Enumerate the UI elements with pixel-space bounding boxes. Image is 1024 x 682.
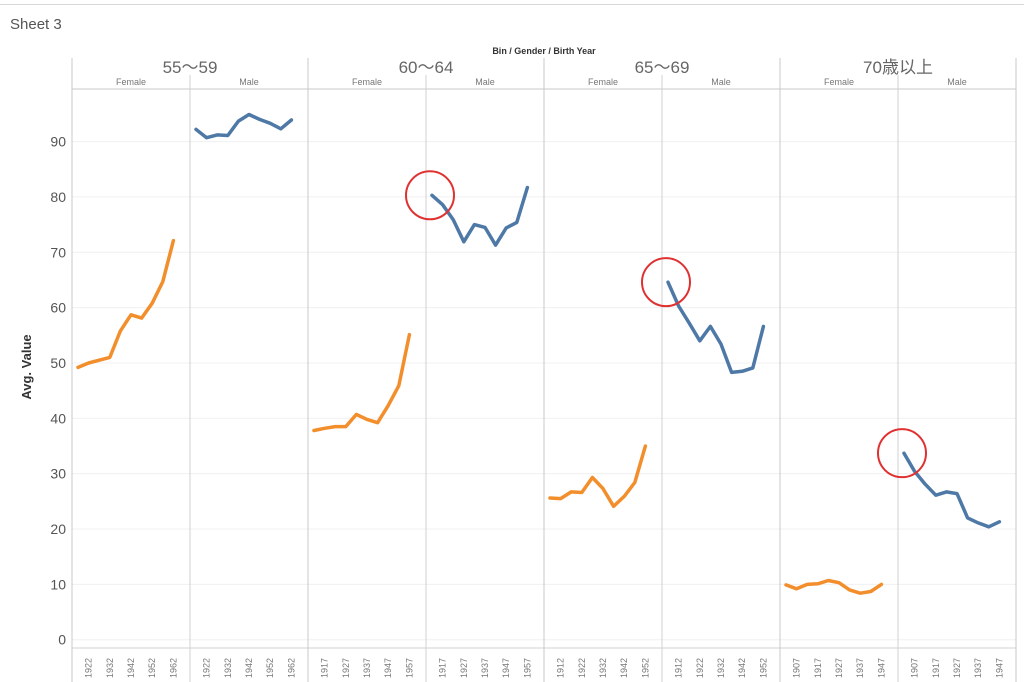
gender-label: Female [588, 77, 618, 87]
x-tick-label: 1937 [855, 658, 865, 678]
x-tick-label: 1947 [501, 658, 511, 678]
x-tick-label: 1917 [931, 658, 941, 678]
gender-label: Female [116, 77, 146, 87]
x-tick-label: 1937 [973, 658, 983, 678]
y-tick-label: 40 [50, 410, 66, 426]
x-tick-label: 1942 [737, 658, 747, 678]
series-line-female[interactable] [784, 578, 884, 595]
bin-label: 65〜69 [635, 58, 690, 77]
y-tick-label: 60 [50, 300, 66, 316]
y-tick-label: 30 [50, 466, 66, 482]
x-tick-label: 1917 [320, 658, 330, 678]
header-title: Bin / Gender / Birth Year [492, 46, 596, 56]
x-tick-label: 1927 [834, 658, 844, 678]
y-tick-label: 10 [50, 576, 66, 592]
x-tick-label: 1912 [556, 658, 566, 678]
x-tick-label: 1927 [341, 658, 351, 678]
x-tick-label: 1957 [404, 658, 414, 678]
series-line-male[interactable] [902, 451, 1002, 529]
y-tick-label: 0 [58, 632, 66, 648]
highlight-circle [641, 257, 691, 308]
x-tick-label: 1942 [244, 658, 254, 678]
x-tick-label: 1932 [105, 658, 115, 678]
gender-label: Female [352, 77, 382, 87]
x-tick-label: 1937 [480, 658, 490, 678]
x-tick-label: 1952 [640, 658, 650, 678]
gender-label: Male [239, 77, 259, 87]
gender-label: Female [824, 77, 854, 87]
x-tick-label: 1922 [202, 658, 212, 678]
x-tick-label: 1922 [695, 658, 705, 678]
x-tick-label: 1927 [952, 658, 962, 678]
x-tick-label: 1962 [286, 658, 296, 678]
highlight-circle [405, 170, 455, 221]
bin-label: 55〜59 [163, 58, 218, 77]
bin-label: 60〜64 [399, 58, 454, 77]
x-tick-label: 1932 [716, 658, 726, 678]
sheet-title: Sheet 3 [10, 16, 62, 33]
y-tick-label: 20 [50, 521, 66, 537]
x-tick-label: 1932 [223, 658, 233, 678]
y-tick-label: 80 [50, 189, 66, 205]
gender-label: Male [711, 77, 731, 87]
y-tick-label: 50 [50, 355, 66, 371]
y-tick-label: 70 [50, 244, 66, 260]
series-line-male[interactable] [666, 280, 766, 375]
top-rule [0, 4, 1024, 5]
series-line-male[interactable] [194, 112, 294, 140]
x-tick-label: 1922 [577, 658, 587, 678]
x-tick-label: 1952 [265, 658, 275, 678]
x-tick-label: 1937 [362, 658, 372, 678]
x-tick-label: 1947 [876, 658, 886, 678]
y-tick-label: 90 [50, 134, 66, 150]
x-tick-label: 1927 [459, 658, 469, 678]
series-line-female[interactable] [548, 444, 648, 509]
x-tick-label: 1952 [758, 658, 768, 678]
highlight-circle [877, 428, 927, 479]
series-line-female[interactable] [312, 332, 412, 433]
gender-label: Male [475, 77, 495, 87]
x-tick-label: 1907 [910, 658, 920, 678]
y-axis-label: Avg. Value [19, 334, 34, 399]
x-tick-label: 1912 [674, 658, 684, 678]
x-tick-label: 1932 [598, 658, 608, 678]
x-tick-label: 1957 [522, 658, 532, 678]
plot-area: 0 10 20 30 40 50 60 70 80 90 55〜59 Female 1922 1932 19… [50, 58, 1017, 682]
x-tick-label: 1922 [84, 658, 94, 678]
x-tick-label: 1917 [438, 658, 448, 678]
bin-label: 70歳以上 [863, 58, 933, 77]
series-line-female[interactable] [76, 238, 176, 370]
x-tick-label: 1942 [126, 658, 136, 678]
series-line-male[interactable] [430, 185, 530, 247]
x-tick-label: 1952 [147, 658, 157, 678]
x-tick-label: 1947 [994, 658, 1004, 678]
x-tick-label: 1907 [792, 658, 802, 678]
x-tick-label: 1947 [383, 658, 393, 678]
x-tick-label: 1917 [813, 658, 823, 678]
gender-label: Male [947, 77, 967, 87]
x-tick-label: 1942 [619, 658, 629, 678]
x-tick-label: 1962 [168, 658, 178, 678]
